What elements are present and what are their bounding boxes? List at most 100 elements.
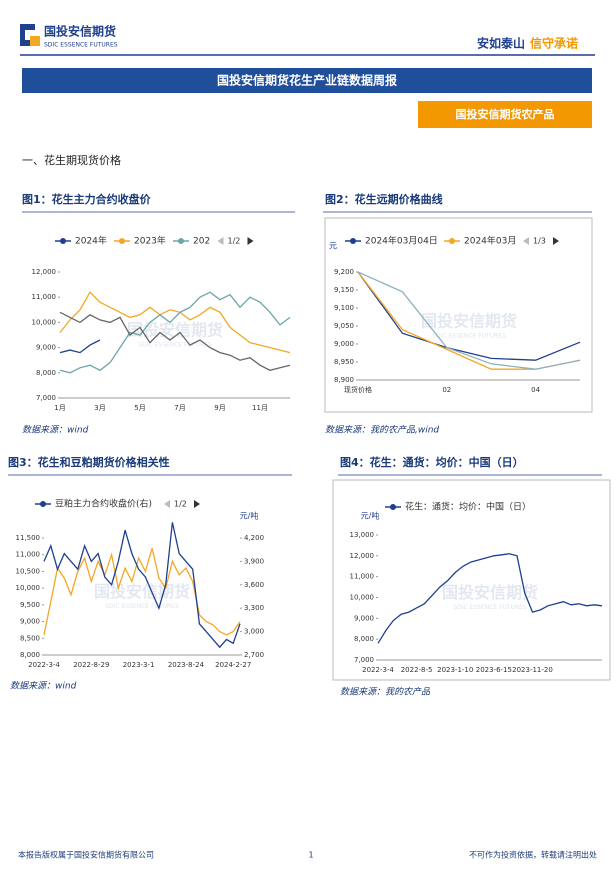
legend-label: 2024年03月: [464, 235, 516, 247]
legend-swatch: [60, 238, 66, 244]
pager-prev: [523, 237, 529, 245]
logo-en: SDIC ESSENCE FUTURES: [44, 42, 118, 49]
source-note: 数据来源：我的农产品,wind: [325, 425, 439, 436]
y-tick-label: 9,150: [334, 286, 354, 294]
section-title: 一、花生期现货价格: [22, 153, 121, 167]
y-tick-label: 8,000: [36, 369, 56, 377]
banner: [22, 68, 592, 93]
pager-label: 1/3: [533, 237, 546, 246]
legend-label: 2023年: [134, 235, 166, 247]
x-tick-label: 3月: [94, 404, 105, 412]
watermark: SDIC ESSENCE FUTURES: [105, 603, 179, 610]
y-tick-label: 12,000: [32, 268, 57, 276]
pager-prev: [164, 500, 170, 508]
watermark: 国投安信期货: [127, 321, 223, 340]
y-tick-label: 11,000: [350, 573, 375, 581]
y2-tick-label: 3,000: [244, 628, 264, 636]
x-tick-label: 2022-3-4: [362, 666, 394, 674]
y2-tick-label: 3,600: [244, 581, 264, 589]
watermark: SDIC ESSENCE FUTURES: [432, 333, 506, 340]
y-tick-label: 11,000: [32, 293, 57, 301]
y-tick-label: 10,000: [16, 584, 41, 592]
chart-title: 图3：花生和豆粕期货价格相关性: [8, 455, 170, 469]
legend-label: 202: [193, 237, 210, 247]
series-line: [43, 547, 241, 636]
x-tick-label: 2023-1-10: [437, 666, 473, 674]
footer-page: 1: [308, 851, 313, 860]
y2-tick-label: 3,900: [244, 557, 264, 565]
y-unit: 元/吨: [361, 511, 380, 521]
y-tick-label: 7,000: [36, 394, 56, 402]
pager-label: 1/2: [174, 500, 187, 509]
watermark: 国投安信期货: [442, 583, 538, 602]
x-tick-label: 02: [442, 386, 451, 394]
logo-cn: 国投安信期货: [44, 24, 116, 39]
chart-title: 图1：花生主力合约收盘价: [22, 192, 152, 206]
y-tick-label: 8,900: [334, 376, 354, 384]
y-tick-label: 8,000: [354, 635, 374, 643]
logo-icon: [25, 30, 35, 40]
x-tick-label: 2023-8-24: [168, 661, 205, 669]
y-tick-label: 11,500: [16, 534, 41, 542]
y-tick-label: 9,000: [354, 614, 374, 622]
chart-frame: [332, 479, 611, 681]
y-tick-label: 10,500: [16, 567, 41, 575]
pager-next: [194, 500, 200, 508]
watermark: SDIC ESSENCE FUTURES: [453, 604, 527, 611]
y-tick-label: 10,000: [350, 594, 375, 602]
footer-left: 本报告版权属于国投安信期货有限公司: [18, 850, 154, 860]
x-tick-label: 2022-3-4: [28, 661, 60, 669]
x-tick-label: 5月: [134, 404, 145, 412]
x-tick-label: 2023-3-1: [123, 661, 155, 669]
y2-tick-label: 4,200: [244, 534, 264, 542]
y-tick-label: 9,000: [334, 340, 354, 348]
y-tick-label: 13,000: [350, 531, 375, 539]
y-unit: 元/吨: [240, 511, 259, 521]
x-tick-label: 2024-2-27: [215, 661, 251, 669]
source-note: 数据来源：wind: [10, 681, 77, 692]
source-note: 数据来源：wind: [22, 425, 89, 436]
chart-title: 图2：花生远期价格曲线: [325, 192, 443, 206]
tag-box: [418, 101, 592, 128]
y-tick-label: 8,000: [20, 651, 40, 659]
x-tick-label: 2022-8-5: [401, 666, 433, 674]
banner-title: 国投安信期货花生产业链数据周报: [217, 73, 397, 88]
legend-swatch: [449, 238, 455, 244]
x-tick-label: 2023-11-20: [512, 666, 553, 674]
legend-swatch: [40, 501, 46, 507]
slogan: 信守承诺: [530, 36, 578, 51]
y-unit: 元: [329, 242, 337, 251]
series-line: [357, 271, 581, 370]
footer-right: 不可作为投资依据，转载请注明出处: [469, 850, 597, 860]
legend-swatch: [119, 238, 125, 244]
y-tick-label: 8,950: [334, 358, 354, 366]
watermark: 国投安信期货: [94, 582, 190, 601]
slogan: 安如泰山: [477, 36, 525, 51]
pager-next: [553, 237, 559, 245]
x-tick-label: 7月: [174, 404, 185, 412]
x-tick-label: 04: [531, 386, 540, 394]
tag: 国投安信期货农产品: [456, 107, 555, 121]
y-tick-label: 9,200: [334, 268, 354, 276]
y-tick-label: 9,000: [36, 344, 56, 352]
series-line: [59, 291, 291, 374]
legend-label: 豆粕主力合约收盘价(右): [55, 498, 152, 510]
series-line: [59, 291, 291, 354]
y-tick-label: 9,500: [20, 601, 40, 609]
x-tick-label: 现货价格: [344, 385, 372, 394]
y-tick-label: 10,000: [32, 318, 57, 326]
y-tick-label: 12,000: [350, 552, 375, 560]
x-tick-label: 2023-6-15: [476, 666, 512, 674]
y-tick-label: 9,100: [334, 304, 354, 312]
legend-label: 2024年: [75, 235, 107, 247]
y-tick-label: 11,000: [16, 551, 41, 559]
y2-tick-label: 2,700: [244, 651, 264, 659]
series-line: [59, 311, 291, 371]
y-tick-label: 7,000: [354, 656, 374, 664]
chart-frame: [324, 217, 593, 413]
chart-title: 图4：花生：通货：均价：中国（日）: [340, 455, 524, 469]
x-tick-label: 11月: [252, 404, 268, 412]
legend-label: 2024年03月04日: [365, 235, 438, 247]
watermark: SDIC ESSENCE FUTURES: [138, 342, 212, 349]
